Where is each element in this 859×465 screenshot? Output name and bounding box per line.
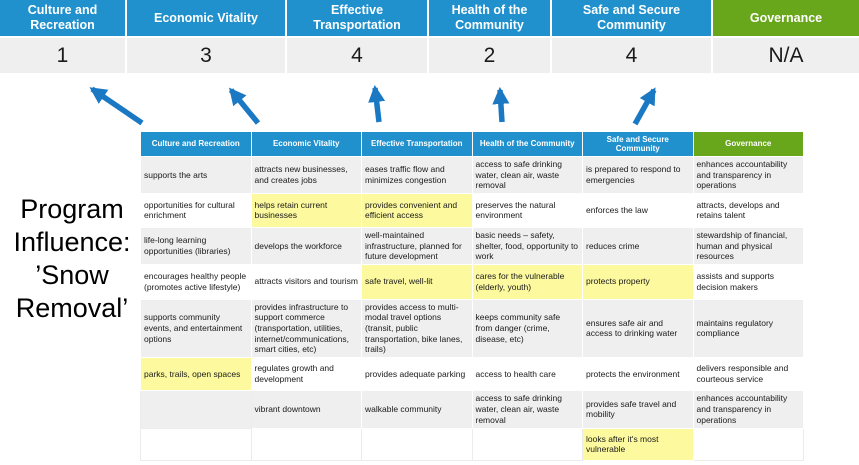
matrix-cell: access to safe drinking water, clean air… xyxy=(471,389,583,429)
matrix-cell: provides safe travel and mobility xyxy=(582,389,694,429)
matrix-cell: walkable community xyxy=(361,389,473,429)
matrix-cell: eases traffic flow and minimizes congest… xyxy=(361,156,473,194)
matrix-cell: reduces crime xyxy=(582,226,694,265)
matrix-cell xyxy=(140,427,252,461)
matrix-cell: develops the workforce xyxy=(250,226,362,265)
matrix-cell: opportunities for cultural enrichment xyxy=(140,192,252,228)
table-row: supports the arts attracts new businesses… xyxy=(140,156,804,194)
table-row: opportunities for cultural enrichment hel… xyxy=(140,192,804,228)
priority-banner: Culture and Recreation Economic Vitality… xyxy=(0,0,859,36)
matrix-cell: helps retain current businesses xyxy=(250,192,362,228)
up-arrow-icon xyxy=(368,84,386,123)
priorities-table-header: Culture and Recreation Economic Vitality… xyxy=(140,131,804,157)
matrix-cell: cares for the vulnerable (elderly, youth… xyxy=(471,263,583,300)
influence-scores: 1 3 4 2 4 N/A xyxy=(0,38,859,73)
column-header-governance: Governance xyxy=(692,131,804,157)
matrix-cell: access to safe drinking water, clean air… xyxy=(471,156,583,194)
matrix-cell xyxy=(140,389,252,429)
matrix-cell: attracts, develops and retains talent xyxy=(692,192,804,228)
matrix-cell: ensures safe air and access to drinking … xyxy=(582,298,694,358)
score-health: 2 xyxy=(429,38,552,73)
score-governance: N/A xyxy=(713,38,859,73)
matrix-cell: keeps community safe from danger (crime,… xyxy=(471,298,583,358)
matrix-cell: access to health care xyxy=(471,356,583,391)
matrix-cell: parks, trails, open spaces xyxy=(140,356,252,391)
matrix-cell: is prepared to respond to emergencies xyxy=(582,156,694,194)
matrix-cell: regulates growth and development xyxy=(250,356,362,391)
score-economic: 3 xyxy=(127,38,287,73)
matrix-cell: encourages healthy people (promotes acti… xyxy=(140,263,252,300)
matrix-cell: looks after it's most vulnerable xyxy=(582,427,694,461)
matrix-cell: assists and supports decision makers xyxy=(692,263,804,300)
matrix-cell: provides access to multi-modal travel op… xyxy=(361,298,473,358)
matrix-cell: basic needs – safety, shelter, food, opp… xyxy=(471,226,583,265)
table-row: life-long learning opportunities (librar… xyxy=(140,226,804,265)
matrix-cell: delivers responsible and courteous servi… xyxy=(692,356,804,391)
page-title: Program Influence: ’Snow Removal’ xyxy=(13,194,131,323)
matrix-cell: provides adequate parking xyxy=(361,356,473,391)
header-row: Culture and Recreation Economic Vitality… xyxy=(140,131,804,157)
matrix-cell: life-long learning opportunities (librar… xyxy=(140,226,252,265)
matrix-cell: enhances accountability and transparency… xyxy=(692,156,804,194)
banner-category-health: Health of the Community xyxy=(429,0,552,36)
table-row: encourages healthy people (promotes acti… xyxy=(140,263,804,300)
matrix-cell: preserves the natural environment xyxy=(471,192,583,228)
matrix-cell: safe travel, well-lit xyxy=(361,263,473,300)
matrix-cell: attracts visitors and tourism xyxy=(250,263,362,300)
matrix-cell: protects property xyxy=(582,263,694,300)
score-transportation: 4 xyxy=(287,38,429,73)
column-header-economic: Economic Vitality xyxy=(250,131,362,157)
column-header-health: Health of the Community xyxy=(471,131,583,157)
banner-category-governance: Governance xyxy=(713,0,859,36)
up-arrow-icon xyxy=(492,86,510,123)
matrix-cell: protects the environment xyxy=(582,356,694,391)
matrix-cell: stewardship of financial, human and phys… xyxy=(692,226,804,265)
matrix-cell: enforces the law xyxy=(582,192,694,228)
matrix-cell: supports community events, and entertain… xyxy=(140,298,252,358)
table-row: parks, trails, open spaces regulates grow… xyxy=(140,356,804,391)
up-arrow-icon xyxy=(632,87,657,126)
matrix-cell: provides infrastructure to support comme… xyxy=(250,298,362,358)
matrix-cell: maintains regulatory compliance xyxy=(692,298,804,358)
banner-category-culture: Culture and Recreation xyxy=(0,0,127,36)
matrix-cell: supports the arts xyxy=(140,156,252,194)
matrix-cell: attracts new businesses, and creates job… xyxy=(250,156,362,194)
score-culture: 1 xyxy=(0,38,127,73)
banner-category-transportation: Effective Transportation xyxy=(287,0,429,36)
score-safe: 4 xyxy=(552,38,713,73)
column-header-culture: Culture and Recreation xyxy=(140,131,252,157)
matrix-cell: vibrant downtown xyxy=(250,389,362,429)
table-row: vibrant downtown walkable community access… xyxy=(140,389,804,429)
table-row: looks after it's most vulnerable xyxy=(140,427,804,461)
matrix-cell: provides convenient and efficient access xyxy=(361,192,473,228)
matrix-cell xyxy=(361,427,473,461)
banner-category-economic: Economic Vitality xyxy=(127,0,287,36)
up-arrow-icon xyxy=(89,86,144,126)
table-row: supports community events, and entertain… xyxy=(140,298,804,358)
priorities-table: Culture and Recreation Economic Vitality… xyxy=(140,131,804,461)
matrix-cell: enhances accountability and transparency… xyxy=(692,389,804,429)
banner-category-safe: Safe and Secure Community xyxy=(552,0,713,36)
matrix-body: supports the arts attracts new businesses… xyxy=(140,156,804,461)
matrix-cell xyxy=(471,427,583,461)
arrows-overlay xyxy=(0,78,859,131)
column-header-safe: Safe and Secure Community xyxy=(582,131,694,157)
matrix-cell xyxy=(250,427,362,461)
matrix-cell xyxy=(692,427,804,461)
up-arrow-icon xyxy=(228,87,261,125)
column-header-transportation: Effective Transportation xyxy=(361,131,473,157)
matrix-cell: well-maintained infrastructure, planned … xyxy=(361,226,473,265)
